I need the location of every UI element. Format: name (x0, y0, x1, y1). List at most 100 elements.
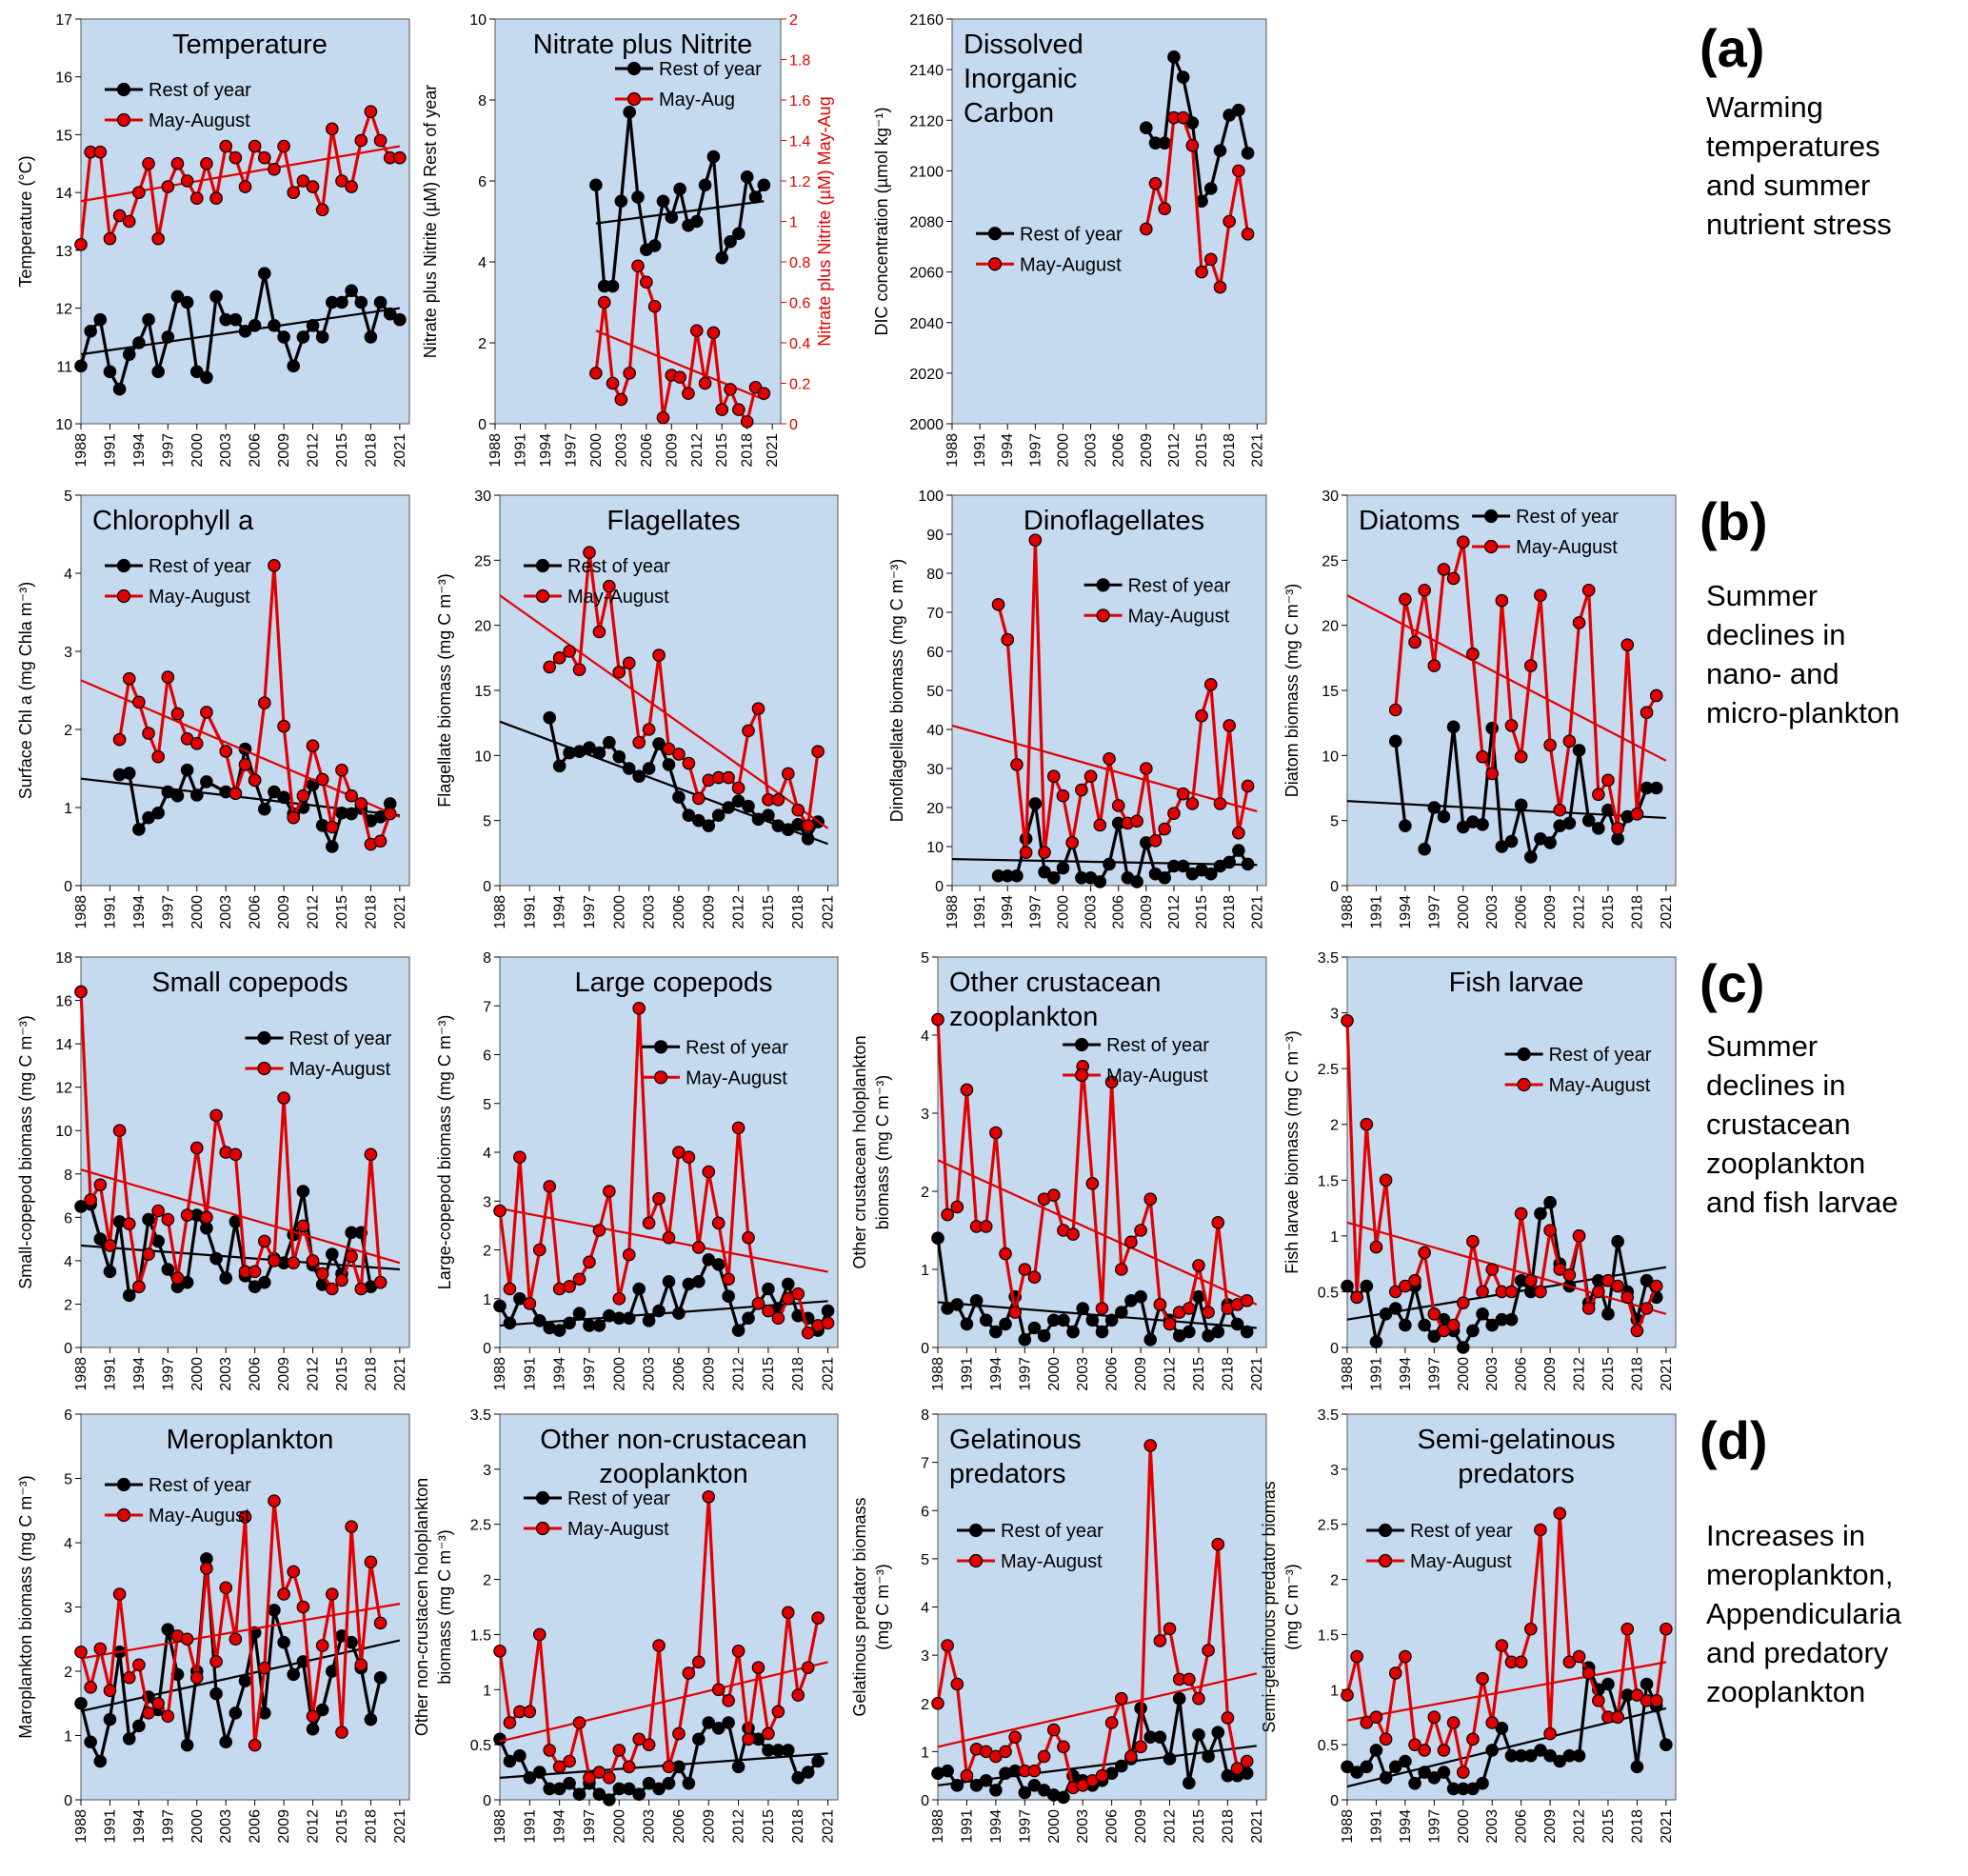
x-tick-label: 2006 (1111, 895, 1127, 929)
data-point-summer (219, 745, 233, 758)
series-line-summer (118, 565, 392, 847)
data-point-summer (1504, 1285, 1519, 1299)
x-tick-label: 2021 (392, 433, 408, 468)
data-point-summer (1562, 1655, 1577, 1669)
data-point-rest (1408, 1776, 1421, 1790)
data-point-summer (801, 1661, 815, 1674)
data-point-rest (1523, 850, 1538, 864)
y-tick-label: 13 (55, 244, 72, 260)
data-point-rest (622, 1782, 636, 1796)
data-point-summer (1203, 678, 1218, 691)
data-point-rest (589, 178, 603, 192)
data-point-summer (791, 1688, 805, 1702)
data-point-summer (151, 1204, 165, 1218)
data-point-summer (1213, 797, 1227, 810)
data-point-rest (161, 1263, 175, 1276)
data-point-rest (1037, 1328, 1051, 1343)
legend-label: May-August (289, 1059, 391, 1080)
chart-title: Carbon (964, 98, 1054, 129)
legend-swatch-marker (535, 589, 550, 604)
data-point-rest (315, 1703, 329, 1717)
data-point-summer (692, 791, 706, 806)
data-point-summer (373, 1616, 388, 1630)
data-point-summer (991, 597, 1005, 611)
x-tick-label: 1997 (582, 895, 598, 929)
y2-axis-label: Nitrate plus Nitrite (µM) May-Aug (815, 96, 834, 346)
data-point-summer (189, 1141, 204, 1155)
data-point-rest (93, 1232, 108, 1246)
plot-area (80, 494, 410, 887)
x-tick-label: 1994 (131, 1357, 148, 1391)
y-tick-label: 0.5 (1318, 1285, 1339, 1301)
data-point-summer (1399, 1649, 1412, 1664)
legend-label: May-August (1106, 1066, 1208, 1087)
data-point-rest (1203, 182, 1218, 195)
data-point-summer (1399, 592, 1412, 607)
data-point-summer (632, 735, 646, 749)
data-point-rest (132, 1719, 146, 1733)
data-point-summer (122, 1217, 136, 1230)
x-tick-label: 2003 (613, 433, 629, 468)
chart-fish_larvae: 0 0.5 1 1.5 2 2.5 3 3.5 1988 1991 1994 1997 2000 2003… (1282, 950, 1677, 1391)
x-tick-label: 1991 (102, 1357, 118, 1391)
y-tick-label: 1 (64, 1729, 72, 1746)
data-point-summer (1095, 1768, 1109, 1783)
data-point-rest (161, 330, 175, 344)
data-point-summer (1388, 1666, 1402, 1680)
data-point-summer (1140, 762, 1153, 775)
x-tick-label: 2003 (642, 1357, 658, 1391)
data-point-summer (801, 819, 815, 832)
data-point-rest (672, 790, 686, 804)
chart-title: predators (1458, 1459, 1575, 1489)
trend-line-summer (1346, 1221, 1667, 1315)
data-point-summer (503, 1282, 517, 1296)
data-point-summer (941, 1207, 954, 1222)
legend-label: Rest of year (1020, 224, 1123, 245)
data-point-rest (315, 330, 329, 344)
chart-title: Large copepods (575, 968, 773, 998)
x-tick-label: 1997 (563, 433, 579, 468)
x-tick-label: 2012 (1572, 1357, 1588, 1391)
data-point-rest (1223, 855, 1236, 869)
data-point-summer (1148, 176, 1163, 190)
data-point-rest (1057, 1790, 1070, 1805)
data-point-rest (715, 250, 729, 265)
y-tick-label: 2 (483, 1573, 491, 1589)
y-tick-label: 8 (478, 93, 487, 110)
data-point-summer (1408, 635, 1421, 649)
x-tick-label: 2000 (588, 433, 605, 468)
x-tick-label: 1991 (1368, 1809, 1384, 1844)
x-tick-label: 2006 (1104, 1809, 1121, 1844)
y-tick-label: 1 (1330, 1683, 1339, 1699)
y-tick-label: 18 (55, 950, 72, 967)
data-point-summer (583, 1255, 596, 1269)
data-point-rest (1553, 1754, 1567, 1768)
y2-tick-label: 1.8 (789, 53, 810, 70)
legend-swatch-marker (1074, 1037, 1089, 1052)
data-point-summer (731, 1644, 745, 1658)
y-tick-label: 8 (64, 1168, 72, 1184)
data-point-summer (1446, 1318, 1461, 1332)
y-tick-label: 7 (483, 999, 491, 1015)
x-tick-label: 2021 (392, 895, 408, 929)
data-point-summer (170, 156, 185, 170)
data-point-summer (122, 1670, 136, 1685)
data-point-rest (1202, 1749, 1215, 1764)
data-point-summer (1379, 1732, 1393, 1746)
data-point-rest (354, 295, 368, 309)
y-tick-label: 2.5 (1318, 1518, 1339, 1534)
series-line-rest (79, 272, 401, 393)
x-tick-label: 2012 (1163, 1357, 1179, 1391)
x-tick-label: 2018 (1629, 895, 1645, 929)
data-point-rest (1534, 1207, 1547, 1221)
data-point-summer (1202, 1306, 1215, 1319)
data-point-rest (151, 1234, 165, 1248)
data-point-summer (543, 1744, 557, 1757)
data-point-rest (711, 808, 726, 822)
x-tick-label: 1997 (1426, 1809, 1442, 1844)
x-tick-label: 2003 (1083, 433, 1100, 468)
x-tick-label: 2006 (639, 433, 655, 468)
data-point-summer (1611, 1710, 1624, 1725)
chart-title: Temperature (172, 30, 328, 60)
y-axis-label: Surface Chl a (mg Chla m⁻³) (16, 582, 35, 800)
